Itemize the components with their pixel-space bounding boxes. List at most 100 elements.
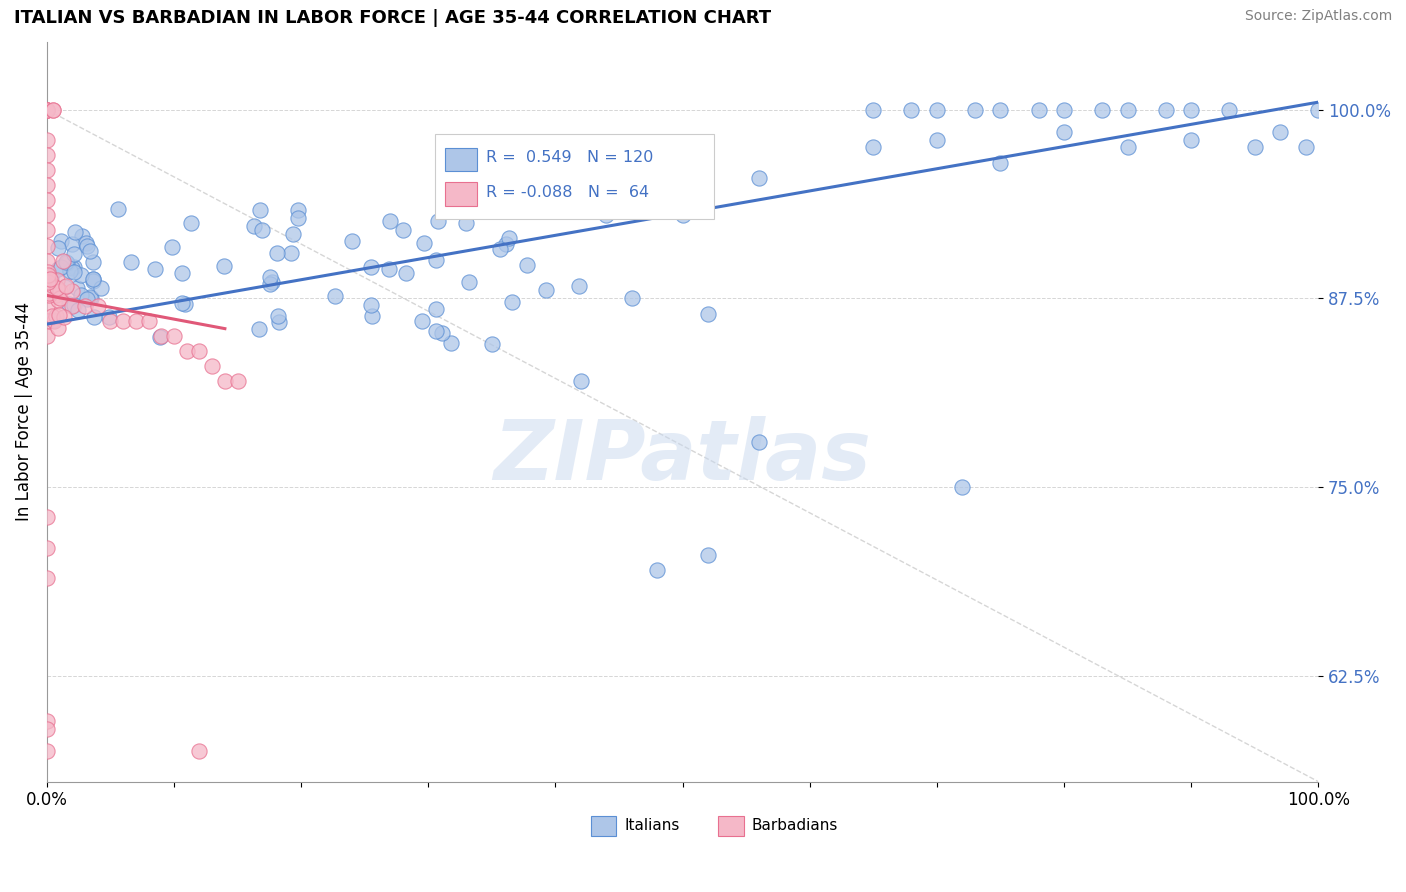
Point xyxy=(52,254,75,268)
Point xyxy=(283,227,305,241)
Point xyxy=(1116,103,1139,117)
Point xyxy=(48,241,70,255)
Point xyxy=(1154,103,1177,117)
Point xyxy=(378,213,401,227)
Point xyxy=(925,103,948,117)
Point xyxy=(51,260,73,275)
Point xyxy=(87,299,110,313)
Point xyxy=(188,344,211,359)
Point xyxy=(201,359,224,374)
Point xyxy=(37,275,59,289)
Point xyxy=(38,288,60,302)
Point xyxy=(58,297,80,311)
Text: ZIPatlas: ZIPatlas xyxy=(494,416,872,497)
Point xyxy=(35,103,58,117)
Point xyxy=(180,216,202,230)
Point xyxy=(149,330,172,344)
Point xyxy=(56,256,79,270)
Point xyxy=(489,242,512,256)
Point xyxy=(48,321,70,335)
Point xyxy=(697,306,720,320)
Point xyxy=(645,563,668,577)
Point xyxy=(46,293,69,308)
Point xyxy=(360,260,382,274)
Point xyxy=(323,288,346,302)
Point xyxy=(67,302,90,317)
Point xyxy=(748,434,770,449)
Point xyxy=(35,744,58,758)
Point xyxy=(250,222,273,236)
Point xyxy=(35,103,58,117)
Point xyxy=(41,278,63,293)
Point xyxy=(60,236,83,251)
Point xyxy=(287,211,309,225)
Point xyxy=(60,261,83,276)
Point xyxy=(172,266,194,280)
Point xyxy=(174,297,197,311)
Point xyxy=(1180,133,1202,147)
Point xyxy=(107,202,129,217)
Point xyxy=(41,309,63,323)
Text: ITALIAN VS BARBADIAN IN LABOR FORCE | AGE 35-44 CORRELATION CHART: ITALIAN VS BARBADIAN IN LABOR FORCE | AG… xyxy=(14,9,770,27)
Point xyxy=(55,255,77,269)
Point xyxy=(1243,140,1265,154)
Point xyxy=(226,375,249,389)
Point xyxy=(35,299,58,313)
Point xyxy=(35,714,58,728)
Point xyxy=(125,314,148,328)
Point xyxy=(55,279,77,293)
Point xyxy=(440,336,463,351)
Point xyxy=(900,103,922,117)
Point xyxy=(35,722,58,736)
Point xyxy=(1295,140,1317,154)
Point xyxy=(51,234,73,248)
Point xyxy=(1053,103,1076,117)
Point xyxy=(76,239,98,253)
Point xyxy=(1028,103,1050,117)
Point xyxy=(458,276,481,290)
Point xyxy=(60,284,83,298)
Point xyxy=(138,314,160,328)
Point xyxy=(360,298,382,312)
Point xyxy=(82,271,104,285)
Point xyxy=(63,225,86,239)
Point xyxy=(243,219,266,233)
Point xyxy=(266,246,288,260)
Point xyxy=(53,280,76,294)
Point xyxy=(46,262,69,277)
Point xyxy=(76,292,98,306)
Point xyxy=(35,238,58,252)
Point xyxy=(267,315,290,329)
Point xyxy=(260,275,283,289)
Point xyxy=(1218,103,1240,117)
Text: R = -0.088   N =  64: R = -0.088 N = 64 xyxy=(485,186,648,200)
Point xyxy=(456,216,478,230)
Point xyxy=(37,272,59,286)
Point xyxy=(671,208,693,222)
Point xyxy=(413,235,436,250)
Point xyxy=(79,244,101,258)
Point xyxy=(83,310,105,324)
Point xyxy=(80,291,103,305)
Point xyxy=(534,283,557,297)
Point xyxy=(100,314,122,328)
Point xyxy=(212,260,235,274)
Point xyxy=(249,321,271,335)
Point xyxy=(69,268,91,282)
Point xyxy=(425,301,447,316)
Point xyxy=(425,324,447,338)
Point xyxy=(340,235,363,249)
Point xyxy=(66,281,89,295)
Point xyxy=(42,103,65,117)
Point xyxy=(392,223,415,237)
Point xyxy=(990,155,1012,169)
Point xyxy=(950,480,973,494)
Point xyxy=(249,202,271,217)
Point xyxy=(394,266,416,280)
Point xyxy=(35,194,58,208)
Point xyxy=(112,314,135,328)
Point xyxy=(188,744,211,758)
Point xyxy=(267,309,290,323)
Point xyxy=(44,314,66,328)
Point xyxy=(35,208,58,222)
